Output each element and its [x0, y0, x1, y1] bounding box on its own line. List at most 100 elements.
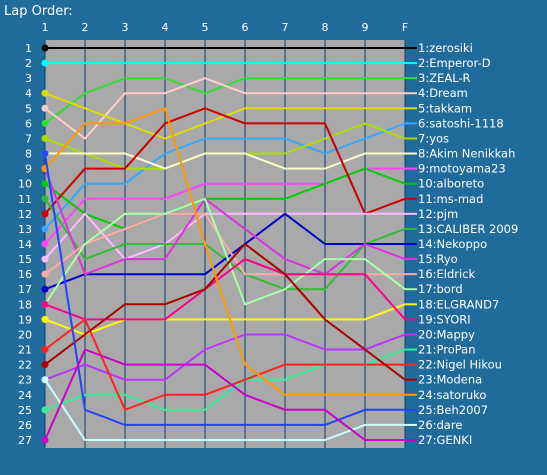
legend-entry: 18:ELGRAND7 — [418, 297, 499, 311]
x-tick-label: 2 — [82, 21, 89, 34]
y-tick-label: 17 — [18, 283, 32, 296]
series-line — [44, 318, 405, 411]
y-tick-label: 9 — [25, 163, 32, 176]
series-line — [44, 197, 406, 306]
y-tick-label: 5 — [25, 102, 32, 115]
y-tick-label: 27 — [18, 434, 32, 447]
y-tick-label: 19 — [18, 313, 32, 326]
legend-entry: 27:GENKI — [418, 433, 472, 447]
legend-entry: 5:takkam — [418, 101, 472, 115]
series-line — [44, 212, 405, 291]
x-tick-label: 5 — [202, 21, 209, 34]
x-axis-ticks: 1 2 3 4 5 6 7 8 9 F — [42, 21, 409, 34]
legend-entry: 13:CALIBER 2009 — [418, 222, 518, 236]
legend-entry: 9:motoyama23 — [418, 162, 506, 176]
x-tick-label: F — [402, 21, 408, 34]
y-tick-label: 26 — [18, 419, 32, 432]
series-line — [44, 107, 406, 215]
y-tick-label: 12 — [18, 208, 32, 221]
legend-entry: 8:Akim Nenikkah — [418, 147, 515, 161]
y-tick-label: 1 — [25, 42, 32, 55]
legend-entry: 20:Mappy — [418, 327, 475, 341]
y-tick-label: 22 — [18, 359, 32, 372]
y-tick-label: 3 — [25, 72, 32, 85]
x-tick-label: 6 — [242, 21, 249, 34]
series-start-marker — [41, 89, 49, 97]
x-tick-label: 7 — [282, 21, 289, 34]
legend-entry: 21:ProPan — [418, 343, 476, 357]
series-line — [44, 333, 406, 381]
x-tick-label: 4 — [162, 21, 169, 34]
legend-entry: 11:ms-mad — [418, 192, 483, 206]
y-tick-label: 11 — [18, 193, 32, 206]
series-line — [44, 167, 406, 230]
series-start-marker — [41, 406, 49, 414]
legend-entry: 24:satoruko — [418, 388, 486, 402]
y-tick-label: 8 — [25, 148, 32, 161]
series-line — [44, 348, 405, 441]
y-tick-label: 24 — [18, 389, 32, 402]
series-start-marker — [41, 59, 49, 67]
y-tick-label: 2 — [25, 57, 32, 70]
series-start-marker — [41, 315, 49, 323]
y-tick-label: 15 — [18, 253, 32, 266]
series-start-marker — [41, 361, 49, 369]
series-line — [44, 243, 406, 381]
y-tick-label: 7 — [25, 132, 32, 145]
legend: 1:zerosiki2:Emperor-D3:ZEAL-R4:Dream5:ta… — [405, 41, 518, 447]
y-tick-label: 4 — [25, 87, 32, 100]
x-tick-label: 8 — [322, 21, 329, 34]
y-tick-label: 21 — [18, 344, 32, 357]
y-tick-label: 6 — [25, 117, 32, 130]
y-tick-label: 25 — [18, 404, 32, 417]
legend-entry: 4:Dream — [418, 86, 468, 100]
series-start-marker — [41, 240, 49, 248]
series-start-marker — [41, 300, 49, 308]
series-line — [44, 122, 406, 230]
series-line — [45, 152, 405, 170]
series-start-marker — [41, 225, 49, 233]
series-start-marker — [41, 270, 49, 278]
series-start-marker — [41, 150, 49, 158]
series-start-marker — [41, 346, 49, 354]
series-start-marker — [41, 104, 49, 112]
y-tick-label: 16 — [18, 268, 32, 281]
series-start-marker — [41, 436, 49, 444]
y-tick-label: 14 — [18, 238, 32, 251]
series-start-marker — [41, 119, 49, 127]
series-start-marker — [41, 376, 49, 384]
legend-entry: 25:Beh2007 — [418, 403, 488, 417]
y-tick-label: 18 — [18, 298, 32, 311]
legend-entry: 1:zerosiki — [418, 41, 473, 55]
legend-entry: 3:ZEAL-R — [418, 71, 471, 85]
y-axis-ticks: 1234567891011121314151617181920212223242… — [18, 42, 32, 447]
x-tick-label: 1 — [42, 21, 49, 34]
legend-entry: 17:bord — [418, 282, 463, 296]
legend-entry: 22:Nigel Hikou — [418, 358, 502, 372]
legend-entry: 15:Ryo — [418, 252, 458, 266]
legend-entry: 16:Eldrick — [418, 267, 476, 281]
x-tick-label: 3 — [122, 21, 129, 34]
y-tick-label: 10 — [18, 178, 32, 191]
series-line — [44, 107, 405, 396]
chart-title: Lap Order: — [4, 4, 73, 19]
legend-entry: 23:Modena — [418, 373, 482, 387]
legend-entry: 14:Nekoppo — [418, 237, 487, 251]
y-tick-label: 13 — [18, 223, 32, 236]
series-start-marker — [41, 285, 49, 293]
series-line — [44, 379, 405, 441]
series-start-marker — [41, 195, 49, 203]
y-tick-label: 20 — [18, 328, 32, 341]
series-start-marker — [41, 180, 49, 188]
legend-entry: 12:pjm — [418, 207, 458, 221]
legend-entry: 6:satoshi-1118 — [418, 116, 504, 130]
legend-entry: 26:dare — [418, 418, 462, 432]
legend-entry: 7:yos — [418, 131, 449, 145]
series-lines — [41, 44, 406, 444]
series-start-marker — [41, 255, 49, 263]
legend-entry: 10:alboreto — [418, 177, 484, 191]
series-line — [44, 153, 405, 426]
series-line — [44, 303, 406, 336]
